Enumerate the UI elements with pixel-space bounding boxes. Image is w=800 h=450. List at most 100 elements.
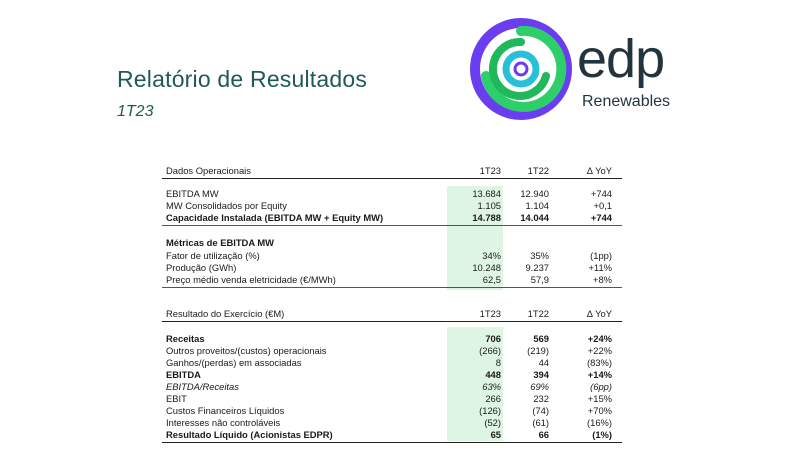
current-period-highlight bbox=[447, 186, 503, 290]
table-row: EBITDA MW 13.684 12.940 +744 bbox=[162, 188, 622, 200]
row-label: EBITDA MW bbox=[166, 188, 219, 199]
table-row: MW Consolidados por Equity 1.105 1.104 +… bbox=[162, 200, 622, 212]
edp-swirl-icon bbox=[470, 18, 572, 120]
row-value-delta: +24% bbox=[587, 333, 612, 344]
header-label: Resultado do Exercício (€M) bbox=[166, 308, 285, 319]
row-value-delta: +15% bbox=[587, 393, 612, 404]
row-value-current: 62,5 bbox=[482, 274, 501, 285]
row-label: Resultado Líquido (Acionistas EDPR) bbox=[166, 429, 333, 440]
row-value-prior: 394 bbox=[533, 369, 549, 380]
report-period: 1T23 bbox=[117, 103, 154, 120]
row-value-prior: 35% bbox=[530, 250, 549, 261]
row-rule bbox=[162, 225, 622, 226]
row-value-current: (126) bbox=[479, 405, 501, 416]
row-value-prior: (61) bbox=[532, 417, 549, 428]
report-title: Relatório de Resultados bbox=[117, 66, 368, 92]
row-value-current: 8 bbox=[495, 357, 501, 368]
row-value-delta: +744 bbox=[590, 188, 612, 199]
row-value-current: (266) bbox=[479, 345, 501, 356]
row-value-delta: +0,1 bbox=[593, 200, 612, 211]
row-value-delta: +744 bbox=[590, 212, 612, 223]
header-col-2: 1T22 bbox=[527, 308, 549, 319]
table-bottom-rule bbox=[162, 287, 622, 288]
header-col-1: 1T23 bbox=[479, 308, 501, 319]
row-value-current: 10.248 bbox=[472, 262, 501, 273]
row-value-current: 65 bbox=[490, 429, 501, 440]
row-value-delta: +11% bbox=[588, 262, 612, 273]
table-row: Ganhos/(perdas) em associadas 8 44 (83%) bbox=[162, 357, 622, 369]
table-row: Interesses não controláveis (52) (61) (1… bbox=[162, 417, 622, 429]
table-row: Custos Financeiros Líquidos (126) (74) +… bbox=[162, 405, 622, 417]
row-value-prior: 12.940 bbox=[520, 188, 549, 199]
table-row: Produção (GWh) 10.248 9.237 +11% bbox=[162, 262, 622, 274]
section-heading: Métricas de EBITDA MW bbox=[162, 237, 622, 249]
table-row: Preço médio venda eletricidade (€/MWh) 6… bbox=[162, 274, 622, 286]
table-row: Resultado Líquido (Acionistas EDPR) 65 6… bbox=[162, 429, 622, 441]
table-row: EBIT 266 232 +15% bbox=[162, 393, 622, 405]
row-value-prior: 44 bbox=[538, 357, 549, 368]
table-row: Receitas 706 569 +24% bbox=[162, 333, 622, 345]
row-label: Ganhos/(perdas) em associadas bbox=[166, 357, 302, 368]
row-value-prior: 57,9 bbox=[530, 274, 549, 285]
row-value-current: 14.788 bbox=[472, 212, 501, 223]
section-label: Métricas de EBITDA MW bbox=[166, 237, 274, 248]
row-value-delta: (1%) bbox=[592, 429, 612, 440]
row-label: Preço médio venda eletricidade (€/MWh) bbox=[166, 274, 336, 285]
logo-subtitle: Renewables bbox=[582, 93, 671, 110]
row-label: Fator de utilização (%) bbox=[166, 250, 260, 261]
results-table: Resultado do Exercício (€M) 1T23 1T22 Δ … bbox=[162, 305, 622, 445]
row-value-current: 63% bbox=[482, 381, 501, 392]
row-value-current: 706 bbox=[485, 333, 501, 344]
table-row: EBITDA 448 394 +14% bbox=[162, 369, 622, 381]
row-value-delta: +14% bbox=[587, 369, 612, 380]
header-col-3: Δ YoY bbox=[586, 165, 612, 176]
table-header: Dados Operacionais 1T23 1T22 Δ YoY bbox=[162, 165, 622, 177]
table-header: Resultado do Exercício (€M) 1T23 1T22 Δ … bbox=[162, 308, 622, 320]
header-col-2: 1T22 bbox=[527, 165, 549, 176]
row-value-prior: 14.044 bbox=[520, 212, 549, 223]
row-value-prior: 66 bbox=[538, 429, 549, 440]
header-col-1: 1T23 bbox=[479, 165, 501, 176]
table-row: Outros proveitos/(custos) operacionais (… bbox=[162, 345, 622, 357]
table-row: Fator de utilização (%) 34% 35% (1pp) bbox=[162, 250, 622, 262]
row-value-current: 13.684 bbox=[472, 188, 501, 199]
row-value-current: 448 bbox=[485, 369, 501, 380]
row-value-prior: (219) bbox=[527, 345, 549, 356]
row-value-delta: (6pp) bbox=[590, 381, 612, 392]
row-value-prior: 9.237 bbox=[525, 262, 549, 273]
header-rule bbox=[162, 321, 622, 322]
row-label: Receitas bbox=[166, 333, 205, 344]
row-label: EBITDA/Receitas bbox=[166, 381, 239, 392]
logo-wordmark: edp bbox=[577, 29, 665, 89]
row-value-delta: (16%) bbox=[586, 417, 612, 428]
header-rule bbox=[162, 178, 622, 179]
row-label: EBIT bbox=[166, 393, 187, 404]
row-value-current: 34% bbox=[482, 250, 501, 261]
row-value-delta: (83%) bbox=[586, 357, 612, 368]
row-value-prior: 1.104 bbox=[525, 200, 549, 211]
row-label: MW Consolidados por Equity bbox=[166, 200, 287, 211]
row-value-current: 266 bbox=[485, 393, 501, 404]
row-label: Interesses não controláveis bbox=[166, 417, 281, 428]
row-label: Produção (GWh) bbox=[166, 262, 237, 273]
row-value-delta: (1pp) bbox=[590, 250, 612, 261]
header-label: Dados Operacionais bbox=[166, 165, 251, 176]
row-value-delta: +8% bbox=[592, 274, 612, 285]
row-value-prior: 569 bbox=[533, 333, 549, 344]
edp-renewables-logo: edp Renewables bbox=[466, 14, 686, 134]
table-bottom-rule bbox=[162, 442, 622, 443]
header-col-3: Δ YoY bbox=[586, 308, 612, 319]
table-row: Capacidade Instalada (EBITDA MW + Equity… bbox=[162, 212, 622, 224]
row-value-prior: 232 bbox=[533, 393, 549, 404]
row-value-delta: +70% bbox=[587, 405, 612, 416]
row-value-current: 1.105 bbox=[477, 200, 501, 211]
row-label: Outros proveitos/(custos) operacionais bbox=[166, 345, 327, 356]
row-label: Capacidade Instalada (EBITDA MW + Equity… bbox=[166, 212, 384, 223]
table-row: EBITDA/Receitas 63% 69% (6pp) bbox=[162, 381, 622, 393]
row-label: Custos Financeiros Líquidos bbox=[166, 405, 285, 416]
row-value-prior: 69% bbox=[530, 381, 549, 392]
row-value-current: (52) bbox=[484, 417, 501, 428]
current-period-highlight bbox=[447, 327, 503, 441]
operational-data-table: Dados Operacionais 1T23 1T22 Δ YoY EBITD… bbox=[162, 162, 622, 290]
row-value-prior: (74) bbox=[532, 405, 549, 416]
